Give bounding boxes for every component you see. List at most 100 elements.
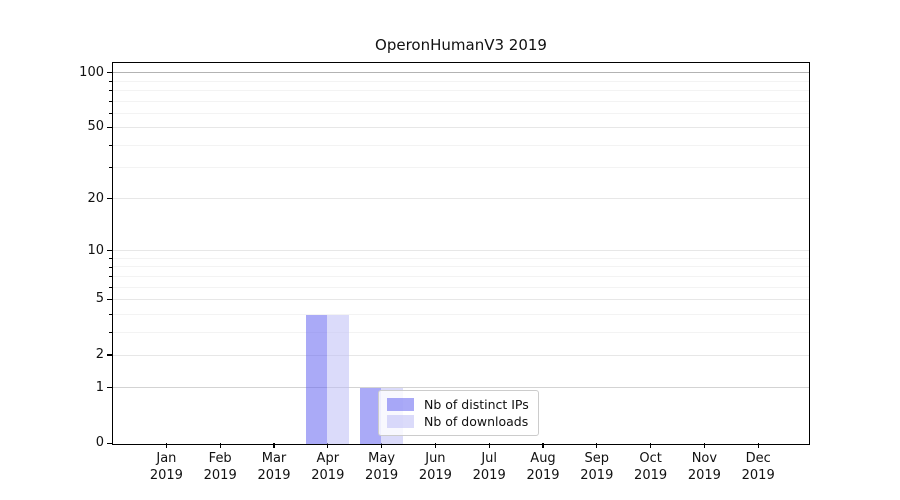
x-tick-year: 2019 xyxy=(149,467,183,483)
gridline-minor xyxy=(113,258,809,259)
bar-distinct-ips xyxy=(359,388,382,444)
y-axis-minor-tick xyxy=(109,314,112,316)
x-tick-year: 2019 xyxy=(257,467,291,483)
x-axis-tick xyxy=(649,443,652,449)
x-tick-month: Apr xyxy=(316,451,340,466)
x-axis-tick-label: Aug 2019 xyxy=(511,451,575,484)
legend-label-distinct-ips: Nb of distinct IPs xyxy=(424,397,529,412)
gridline-minor xyxy=(113,80,809,82)
y-axis-minor-tick xyxy=(109,113,112,115)
gridline-minor xyxy=(113,89,809,91)
x-tick-year: 2019 xyxy=(203,467,237,483)
gridline-minor xyxy=(113,144,809,146)
gridline-minor xyxy=(113,275,809,277)
y-axis-tick xyxy=(107,442,112,445)
y-axis-minor-tick xyxy=(109,258,112,260)
gridline-minor xyxy=(113,167,809,169)
gridline-major xyxy=(113,354,809,356)
legend-item-downloads: Nb of downloads xyxy=(387,413,529,430)
y-axis-tick-label: 0 xyxy=(95,435,104,451)
gridline-minor xyxy=(113,331,809,333)
gridline-major xyxy=(113,72,809,74)
y-axis-minor-tick xyxy=(109,276,112,278)
x-tick-month: May xyxy=(368,451,396,466)
x-axis-tick-label: Nov 2019 xyxy=(672,451,736,484)
y-axis-tick xyxy=(107,250,112,252)
x-tick-year: 2019 xyxy=(418,467,452,483)
plot-area xyxy=(112,62,810,445)
x-tick-year: 2019 xyxy=(580,467,614,483)
y-axis-minor-tick xyxy=(109,145,112,147)
x-axis-tick-label: Jan 2019 xyxy=(134,451,198,484)
x-tick-year: 2019 xyxy=(634,467,668,483)
x-axis-tick xyxy=(757,443,759,449)
y-axis-tick-label: 20 xyxy=(87,190,104,206)
gridline-major xyxy=(113,127,809,129)
y-axis-tick-label: 2 xyxy=(95,347,104,363)
x-tick-month: Jul xyxy=(481,451,498,466)
x-axis-tick xyxy=(596,443,598,449)
x-tick-year: 2019 xyxy=(311,467,345,483)
bar-downloads xyxy=(327,314,349,444)
y-axis-tick-label: 100 xyxy=(79,64,104,80)
legend-label-downloads: Nb of downloads xyxy=(424,414,529,429)
x-tick-month: Nov xyxy=(691,451,718,466)
x-axis-tick-label: Jun 2019 xyxy=(403,451,467,484)
y-axis-minor-tick xyxy=(109,80,112,82)
legend: Nb of distinct IPs Nb of downloads xyxy=(378,390,539,436)
x-axis-tick-label: Jul 2019 xyxy=(457,451,521,484)
x-axis-tick-label: Oct 2019 xyxy=(619,451,683,484)
gridline-minor xyxy=(113,286,809,288)
y-axis-tick xyxy=(107,198,112,200)
y-axis-tick xyxy=(107,387,112,389)
x-tick-month: Jan xyxy=(156,451,177,466)
y-axis-tick-label: 50 xyxy=(87,119,104,135)
y-axis-tick-label: 1 xyxy=(95,379,104,395)
y-axis-tick xyxy=(107,71,112,74)
y-axis-minor-tick xyxy=(109,100,112,102)
y-axis-minor-tick xyxy=(109,332,112,334)
x-tick-month: Feb xyxy=(208,451,232,466)
y-axis-minor-tick xyxy=(109,167,112,169)
gridline-major xyxy=(113,387,809,389)
gridline-major xyxy=(113,299,809,301)
x-axis-tick-label: Mar 2019 xyxy=(242,451,306,484)
x-axis-tick-label: Apr 2019 xyxy=(296,451,360,484)
y-axis-tick xyxy=(107,126,112,129)
x-tick-year: 2019 xyxy=(526,467,560,483)
x-axis-tick xyxy=(703,443,706,449)
x-axis-tick-label: May 2019 xyxy=(350,451,414,484)
x-tick-month: Jun xyxy=(425,451,446,466)
x-tick-year: 2019 xyxy=(687,467,721,483)
x-axis-tick xyxy=(434,443,437,449)
x-tick-month: Sep xyxy=(584,451,610,466)
y-axis-tick-label: 5 xyxy=(95,291,104,307)
gridline-major xyxy=(113,198,809,200)
x-tick-year: 2019 xyxy=(365,467,399,483)
gridline-minor xyxy=(113,112,809,114)
x-axis-tick xyxy=(542,443,544,449)
gridline-minor xyxy=(113,313,809,315)
y-axis-minor-tick xyxy=(109,287,112,289)
x-tick-year: 2019 xyxy=(472,467,506,483)
x-axis-tick xyxy=(380,443,383,449)
x-tick-year: 2019 xyxy=(741,467,775,483)
gridline-minor xyxy=(113,100,809,102)
x-tick-month: Aug xyxy=(530,451,556,466)
x-axis-tick xyxy=(219,443,221,449)
legend-swatch-downloads xyxy=(387,415,414,428)
legend-swatch-distinct-ips xyxy=(387,398,414,411)
x-axis-tick xyxy=(327,443,329,449)
x-axis-tick-label: Feb 2019 xyxy=(188,451,252,484)
legend-item-distinct-ips: Nb of distinct IPs xyxy=(387,396,529,413)
chart-title: OperonHumanV3 2019 xyxy=(375,36,547,54)
y-axis-minor-tick xyxy=(109,90,112,92)
y-axis-tick xyxy=(107,298,112,301)
x-axis-tick xyxy=(273,443,275,449)
x-axis-tick xyxy=(488,443,490,449)
x-tick-month: Dec xyxy=(745,451,771,466)
x-axis-tick-label: Sep 2019 xyxy=(565,451,629,484)
bar-distinct-ips xyxy=(305,314,328,444)
gridline-major xyxy=(113,250,809,252)
